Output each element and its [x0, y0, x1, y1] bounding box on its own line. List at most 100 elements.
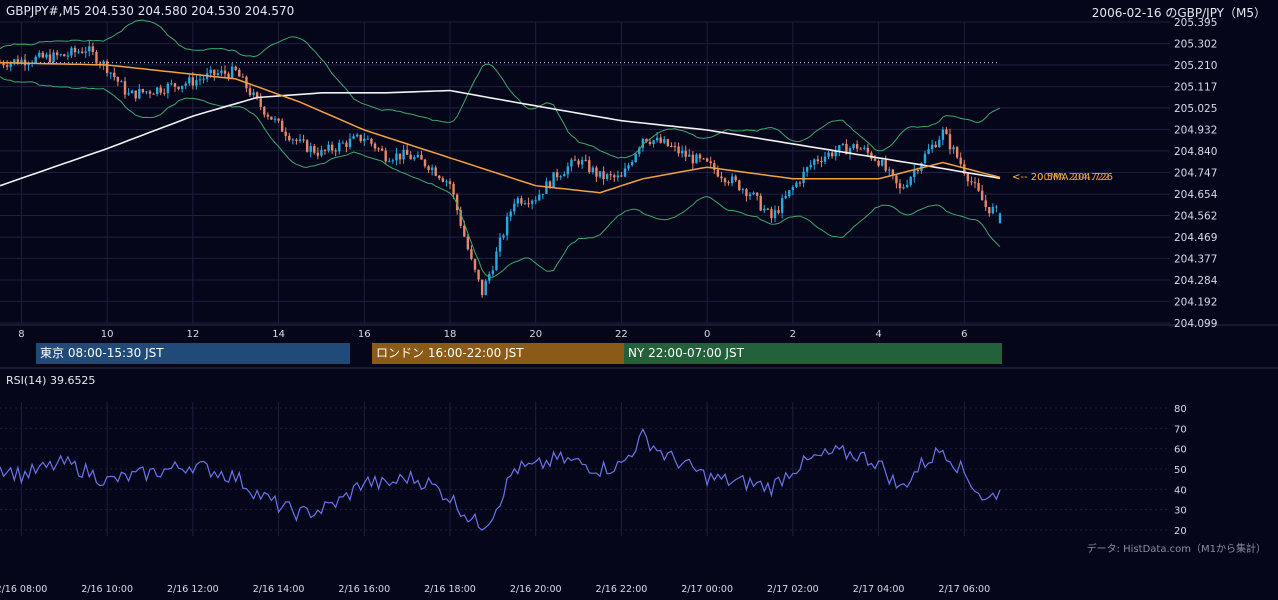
candle-body	[663, 139, 666, 143]
candle-body	[948, 134, 952, 150]
candle-body	[5, 65, 9, 67]
candle-body	[34, 56, 37, 63]
candle-body	[905, 184, 909, 188]
candle-body	[816, 159, 820, 162]
candle-body	[491, 270, 495, 275]
candle-body	[666, 139, 670, 147]
rsi-x-tick: 2/17 00:00	[681, 584, 733, 595]
candle-body	[370, 138, 373, 144]
candle-body	[741, 189, 745, 191]
candle-body	[377, 148, 380, 150]
candle-body	[188, 77, 191, 84]
candle-body	[288, 135, 291, 141]
candle-body	[398, 153, 402, 160]
candle-body	[334, 150, 337, 152]
candle-body	[634, 153, 637, 162]
candle-body	[845, 143, 848, 155]
rsi-x-tick: 2/16 20:00	[510, 584, 562, 595]
price-x-tick: 4	[875, 329, 881, 340]
candle-body	[284, 131, 287, 136]
rsi-y-tick: 40	[1174, 485, 1187, 496]
candle-body	[502, 235, 505, 238]
candle-body	[234, 66, 237, 70]
candle-body	[588, 160, 591, 173]
candle-body	[834, 151, 837, 157]
candle-body	[934, 144, 937, 148]
candle-body	[255, 92, 259, 99]
candle-body	[530, 200, 534, 204]
candle-body	[784, 196, 787, 199]
candle-body	[770, 209, 773, 219]
price-y-tick: 204.840	[1174, 146, 1217, 158]
candle-body	[638, 147, 641, 154]
candle-body	[713, 163, 716, 170]
candle-body	[988, 207, 991, 214]
candle-body	[630, 161, 634, 166]
candle-body	[795, 182, 798, 188]
candle-body	[373, 143, 377, 149]
candle-body	[413, 157, 416, 160]
candle-body	[541, 193, 545, 195]
price-y-tick: 204.747	[1174, 168, 1217, 180]
price-y-tick: 205.210	[1174, 60, 1217, 72]
session-london-label: ロンドン 16:00-22:00 JST	[376, 346, 524, 360]
candle-body	[909, 177, 912, 185]
candle-body	[827, 152, 830, 157]
candle-body	[173, 83, 177, 87]
candle-body	[602, 171, 605, 179]
price-y-tick: 204.932	[1174, 125, 1217, 137]
price-x-tick: 0	[704, 329, 710, 340]
price-y-tick: 204.192	[1174, 296, 1217, 308]
candle-body	[995, 206, 998, 208]
rsi-y-tick: 80	[1174, 404, 1187, 415]
candle-body	[545, 181, 548, 194]
candle-body	[748, 194, 752, 197]
candle-body	[841, 143, 845, 146]
candle-body	[705, 158, 709, 162]
candle-body	[652, 140, 655, 144]
candle-body	[566, 166, 570, 175]
candle-body	[670, 146, 673, 148]
candle-body	[366, 138, 370, 140]
candle-body	[627, 165, 630, 169]
candle-body	[480, 279, 484, 296]
session-tokyo: 東京 08:00-15:30 JST	[36, 343, 350, 364]
candle-body	[766, 208, 770, 210]
candle-body	[991, 206, 995, 214]
candle-body	[895, 175, 898, 184]
candle-body	[691, 154, 695, 164]
candle-body	[309, 145, 312, 152]
candle-body	[213, 69, 216, 75]
candle-body	[495, 251, 498, 271]
candle-body	[127, 93, 130, 95]
session-newyork-label: NY 22:00-07:00 JST	[628, 346, 744, 360]
candle-body	[38, 52, 41, 57]
candle-body	[16, 59, 20, 64]
candle-body	[702, 158, 705, 160]
candle-body	[716, 169, 720, 177]
candle-body	[409, 154, 412, 160]
candle-body	[323, 149, 327, 151]
ma-long-label: <-- 200MA 204.722	[1012, 172, 1110, 183]
candle-body	[863, 147, 866, 149]
ma-short-label: <-- 20.5MA 204.726	[1012, 172, 1114, 183]
candle-body	[466, 236, 470, 250]
price-y-tick: 204.099	[1174, 318, 1217, 330]
candle-body	[902, 187, 905, 189]
candle-body	[998, 213, 1002, 223]
candle-body	[755, 192, 759, 196]
candle-body	[41, 52, 45, 58]
candle-body	[259, 98, 262, 107]
candle-body	[241, 76, 245, 78]
candle-body	[695, 154, 698, 164]
candle-body	[516, 198, 520, 204]
candle-body	[195, 80, 198, 86]
price-x-tick: 6	[961, 329, 967, 340]
candle-body	[980, 190, 984, 201]
candle-body	[720, 176, 723, 179]
candle-body	[441, 178, 445, 182]
candle-body	[134, 90, 137, 99]
candle-body	[330, 144, 334, 151]
candle-body	[180, 85, 184, 90]
candle-body	[780, 198, 784, 213]
